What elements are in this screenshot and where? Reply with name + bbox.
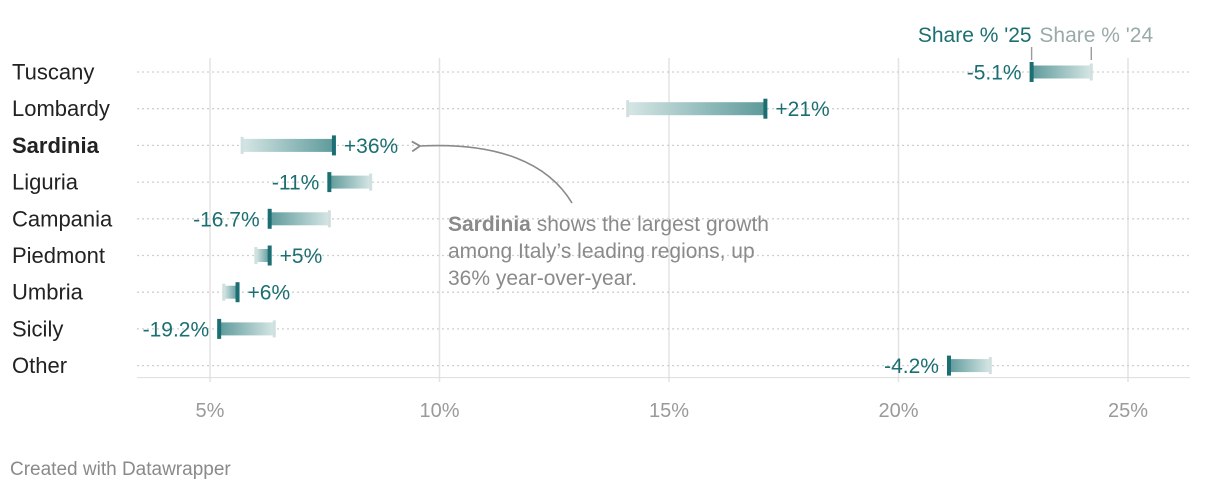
change-label: +6% [248, 282, 291, 305]
range-bar [1031, 65, 1092, 79]
marker-2024 [626, 100, 630, 118]
region-label: Campania [12, 206, 113, 231]
change-label: +36% [344, 135, 398, 158]
change-label: +21% [775, 98, 829, 121]
range-bar [242, 138, 334, 152]
marker-2024 [327, 210, 331, 228]
marker-2024 [369, 173, 373, 191]
range-bar [223, 285, 238, 299]
marker-2024 [272, 320, 276, 338]
region-label: Piedmont [12, 243, 105, 268]
footer-credit: Created with Datawrapper [10, 459, 231, 480]
range-bar [948, 359, 991, 373]
marker-2024 [222, 283, 226, 301]
x-tick-label: 25% [1108, 400, 1148, 422]
marker-2025 [267, 245, 272, 266]
marker-2025 [331, 135, 336, 156]
marker-2025 [235, 282, 240, 303]
legend: Share % '25 Share % '24 [918, 24, 1153, 60]
x-tick-label: 10% [419, 400, 459, 422]
marker-2024 [240, 136, 244, 154]
annotation-body: shows the largest growth among Italy’s l… [448, 213, 769, 290]
range-bar [219, 322, 275, 336]
region-label: Tuscany [12, 60, 94, 85]
marker-2024 [988, 357, 992, 375]
annotation-arrow [411, 140, 573, 204]
region-label: Umbria [12, 280, 84, 305]
change-label: +5% [280, 245, 323, 268]
change-label: -11% [272, 172, 319, 195]
range-bar [255, 249, 270, 262]
region-label: Sardinia [12, 133, 100, 158]
x-tick-label: 15% [649, 400, 689, 422]
marker-2025 [327, 172, 332, 193]
rows-layer: Tuscany -5.1% Lombardy +21% Sardinia +36% Ligu… [12, 60, 1093, 378]
marker-2024 [254, 247, 258, 264]
change-label: -19.2% [143, 318, 210, 341]
region-label: Liguria [12, 170, 79, 195]
marker-2025 [217, 318, 222, 339]
region-label: Lombardy [12, 96, 110, 121]
legend-previous: Share % '24 [1039, 24, 1153, 47]
region-label: Other [12, 353, 67, 378]
change-label: -16.7% [193, 208, 260, 231]
marker-2024 [1089, 63, 1093, 81]
range-bar [627, 102, 766, 116]
x-tick-label: 5% [196, 400, 225, 422]
annotation-highlight: Sardinia [448, 213, 531, 236]
change-label: -4.2% [884, 355, 939, 378]
change-label: -5.1% [967, 62, 1022, 85]
marker-2025 [267, 208, 272, 229]
range-bar [269, 212, 330, 226]
range-bar [329, 175, 371, 189]
marker-2025 [763, 98, 768, 119]
legend-current: Share % '25 [918, 24, 1032, 47]
x-axis: 5% 10% 15% 20% 25% [137, 377, 1190, 422]
marker-2025 [1029, 62, 1034, 82]
region-label: Sicily [12, 316, 63, 341]
marker-2025 [946, 355, 951, 376]
x-tick-label: 20% [878, 400, 918, 422]
annotation-text: Sardinia shows the largest growth among … [448, 211, 798, 292]
